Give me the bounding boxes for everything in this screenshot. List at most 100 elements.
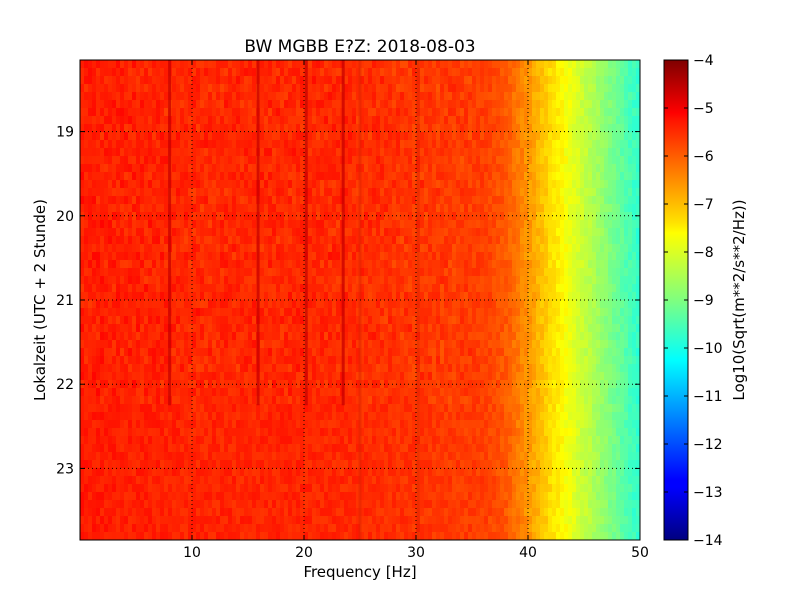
heatmap-cell [392,308,397,317]
heatmap-cell [356,68,361,77]
heatmap-cell [120,212,125,221]
heatmap-cell [556,148,561,157]
heatmap-cell [572,332,577,341]
heatmap-cell [532,228,537,237]
heatmap-cell [404,260,409,269]
heatmap-cell [488,156,493,165]
heatmap-cell [496,180,501,189]
heatmap-cell [552,156,557,165]
heatmap-cell [312,244,317,253]
heatmap-cell [292,108,297,117]
heatmap-cell [240,164,245,173]
heatmap-cell [500,228,505,237]
heatmap-cell [552,268,557,277]
heatmap-cell [236,124,241,133]
heatmap-cell [292,300,297,309]
heatmap-cell [508,84,513,93]
heatmap-cell [552,244,557,253]
heatmap-cell [116,188,121,197]
heatmap-cell [348,228,353,237]
heatmap-cell [380,124,385,133]
heatmap-cell [440,92,445,101]
heatmap-cell [112,188,117,197]
heatmap-cell [332,92,337,101]
heatmap-cell [276,300,281,309]
heatmap-cell [488,116,493,125]
heatmap-cell [452,308,457,317]
heatmap-cell [472,124,477,133]
heatmap-cell [160,300,165,309]
heatmap-cell [104,116,109,125]
heatmap-cell [220,268,225,277]
heatmap-cell [472,148,477,157]
heatmap-cell [284,244,289,253]
heatmap-cell [548,220,553,229]
heatmap-cell [372,100,377,109]
heatmap-cell [84,324,89,333]
heatmap-cell [452,196,457,205]
heatmap-cell [544,244,549,253]
heatmap-cell [424,316,429,325]
heatmap-cell [452,180,457,189]
heatmap-cell [164,228,169,237]
heatmap-cell [156,292,161,301]
heatmap-cell [560,84,565,93]
heatmap-cell [608,180,613,189]
heatmap-cell [432,316,437,325]
heatmap-cell [332,268,337,277]
heatmap-cell [100,116,105,125]
heatmap-cell [472,324,477,333]
heatmap-cell [264,108,269,117]
heatmap-cell [96,140,101,149]
heatmap-cell [428,332,433,341]
heatmap-cell [156,204,161,213]
heatmap-cell [460,100,465,109]
heatmap-cell [608,92,613,101]
heatmap-cell [88,260,93,269]
heatmap-cell [388,308,393,317]
heatmap-cell [576,236,581,245]
heatmap-cell [524,76,529,85]
heatmap-cell [296,300,301,309]
heatmap-cell [352,308,357,317]
heatmap-cell [520,220,525,229]
heatmap-cell [448,244,453,253]
heatmap-cell [440,204,445,213]
heatmap-cell [380,60,385,69]
heatmap-cell [452,324,457,333]
heatmap-cell [320,316,325,325]
heatmap-cell [348,108,353,117]
heatmap-cell [548,260,553,269]
heatmap-cell [624,308,629,317]
heatmap-cell [548,244,553,253]
heatmap-cell [100,140,105,149]
heatmap-cell [576,220,581,229]
heatmap-cell [404,92,409,101]
heatmap-cell [252,292,257,301]
heatmap-cell [104,308,109,317]
heatmap-cell [268,300,273,309]
heatmap-cell [192,220,197,229]
heatmap-cell [240,268,245,277]
heatmap-cell [136,196,141,205]
heatmap-cell [588,108,593,117]
heatmap-cell [544,100,549,109]
heatmap-cell [236,252,241,261]
heatmap-cell [192,268,197,277]
heatmap-cell [524,212,529,221]
heatmap-cell [360,236,365,245]
heatmap-cell [244,204,249,213]
heatmap-cell [224,84,229,93]
heatmap-cell [216,292,221,301]
heatmap-cell [136,92,141,101]
heatmap-cell [352,324,357,333]
heatmap-cell [424,148,429,157]
heatmap-cell [312,308,317,317]
heatmap-cell [212,236,217,245]
heatmap-cell [512,140,517,149]
heatmap-cell [480,116,485,125]
heatmap-cell [332,292,337,301]
heatmap-cell [596,284,601,293]
heatmap-cell [576,196,581,205]
heatmap-cell [460,340,465,349]
